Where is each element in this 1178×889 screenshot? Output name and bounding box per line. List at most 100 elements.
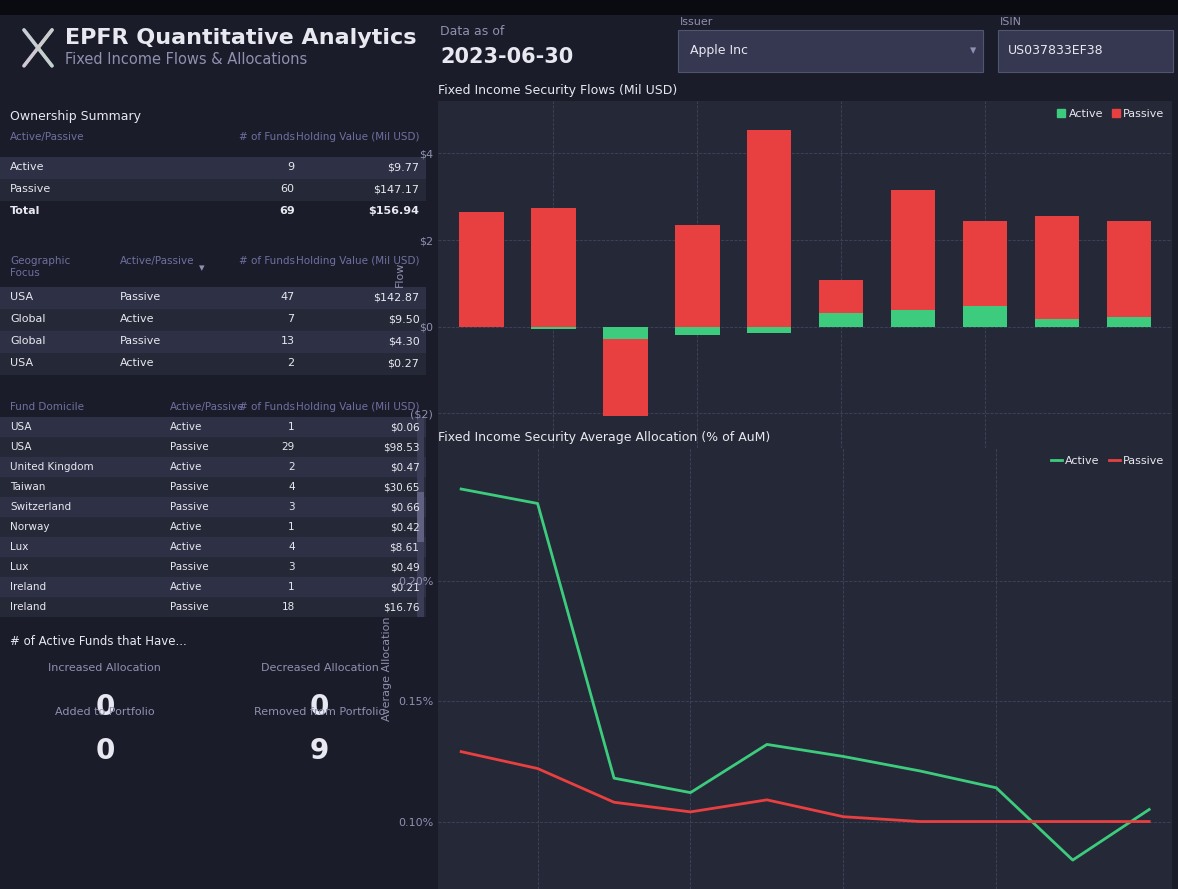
Bar (962, 220, 1007, 326)
Text: $0.06: $0.06 (390, 422, 419, 432)
Text: USA: USA (9, 292, 33, 302)
Text: Total: Total (9, 206, 40, 216)
Text: 1: 1 (287, 523, 294, 533)
Bar (1106, 317, 1151, 326)
Text: $142.87: $142.87 (373, 292, 419, 302)
Text: 29: 29 (282, 443, 294, 453)
Bar (1106, 220, 1151, 326)
Text: Issuer: Issuer (680, 17, 714, 27)
Legend: Active, Passive: Active, Passive (1055, 107, 1166, 121)
Bar (0, 0, 1178, 15)
Text: ▾: ▾ (199, 264, 205, 274)
Bar (0, 458, 426, 477)
Text: Fixed Income Security Flows (Mil USD): Fixed Income Security Flows (Mil USD) (438, 84, 677, 98)
Text: Active: Active (170, 462, 203, 472)
Text: Active/Passive: Active/Passive (9, 132, 85, 141)
Bar (0, 577, 426, 597)
Text: Apple Inc: Apple Inc (690, 44, 748, 58)
Text: Data as of: Data as of (441, 26, 504, 38)
Text: US037833EF38: US037833EF38 (1008, 44, 1104, 58)
Bar (891, 310, 935, 326)
Text: Passive: Passive (170, 483, 209, 493)
Text: $30.65: $30.65 (383, 483, 419, 493)
Bar (962, 306, 1007, 326)
Bar (0, 418, 426, 437)
Text: 9: 9 (310, 737, 329, 765)
Text: Active: Active (120, 315, 154, 324)
Bar (417, 493, 424, 542)
Bar (747, 326, 792, 333)
Text: Passive: Passive (120, 292, 161, 302)
Text: Geographic
Focus: Geographic Focus (9, 256, 71, 278)
Text: 60: 60 (280, 184, 294, 195)
Y-axis label: Average Allocation: Average Allocation (383, 616, 392, 721)
Bar (0, 331, 426, 353)
Text: Passive: Passive (120, 336, 161, 346)
Legend: Active, Passive: Active, Passive (1048, 453, 1166, 468)
Text: Lux: Lux (9, 542, 28, 552)
Text: Active: Active (9, 163, 45, 172)
Text: # of Active Funds that Have...: # of Active Funds that Have... (9, 636, 187, 648)
Text: Global: Global (9, 336, 46, 346)
Text: 0: 0 (95, 693, 114, 721)
Bar (603, 326, 648, 339)
Text: $9.50: $9.50 (388, 315, 419, 324)
Bar (417, 418, 424, 617)
Text: # of Funds: # of Funds (239, 256, 294, 266)
Bar (0, 201, 426, 222)
Text: $0.47: $0.47 (390, 462, 419, 472)
Text: 4: 4 (287, 542, 294, 552)
Bar (819, 280, 863, 326)
Text: Passive: Passive (170, 443, 209, 453)
Text: # of Funds: # of Funds (239, 132, 294, 141)
Text: Active/Passive: Active/Passive (170, 403, 244, 412)
Bar (0, 156, 426, 179)
Text: Passive: Passive (170, 602, 209, 613)
Bar (998, 30, 1173, 72)
Text: Holding Value (Mil USD): Holding Value (Mil USD) (296, 256, 419, 266)
Bar (0, 597, 426, 617)
Text: Passive: Passive (170, 563, 209, 573)
Text: 13: 13 (280, 336, 294, 346)
Text: $0.27: $0.27 (388, 358, 419, 368)
Text: $98.53: $98.53 (383, 443, 419, 453)
Bar (675, 326, 720, 334)
Text: 3: 3 (287, 502, 294, 512)
Text: $4.30: $4.30 (388, 336, 419, 346)
Text: # of Funds: # of Funds (239, 403, 294, 412)
Bar (0, 286, 426, 308)
Text: ▾: ▾ (969, 44, 977, 58)
Text: 0: 0 (95, 737, 114, 765)
Bar (1034, 319, 1079, 326)
Text: Decreased Allocation: Decreased Allocation (260, 663, 378, 673)
Text: 18: 18 (282, 602, 294, 613)
Bar (891, 190, 935, 326)
Bar (1034, 216, 1079, 326)
Text: EPFR Quantitative Analytics: EPFR Quantitative Analytics (65, 28, 417, 48)
Text: ISIN: ISIN (1000, 17, 1023, 27)
Bar (0, 497, 426, 517)
Text: Holding Value (Mil USD): Holding Value (Mil USD) (296, 403, 419, 412)
Text: Lux: Lux (9, 563, 28, 573)
Bar (0, 557, 426, 577)
Text: Active: Active (170, 542, 203, 552)
Text: USA: USA (9, 443, 32, 453)
Bar (675, 225, 720, 326)
Text: 2: 2 (287, 462, 294, 472)
Text: Norway: Norway (9, 523, 49, 533)
Text: Fund Domicile: Fund Domicile (9, 403, 84, 412)
Text: Fixed Income Flows & Allocations: Fixed Income Flows & Allocations (65, 52, 307, 68)
Text: 4: 4 (287, 483, 294, 493)
Text: $156.94: $156.94 (369, 206, 419, 216)
Bar (531, 326, 576, 329)
Text: 2023-06-30: 2023-06-30 (441, 47, 574, 67)
Text: Taiwan: Taiwan (9, 483, 46, 493)
Text: Active: Active (170, 422, 203, 432)
Bar (0, 353, 426, 374)
Bar (747, 130, 792, 326)
Bar (0, 308, 426, 331)
Bar (603, 326, 648, 415)
Text: Passive: Passive (9, 184, 51, 195)
Text: 69: 69 (279, 206, 294, 216)
Bar (0, 179, 426, 201)
